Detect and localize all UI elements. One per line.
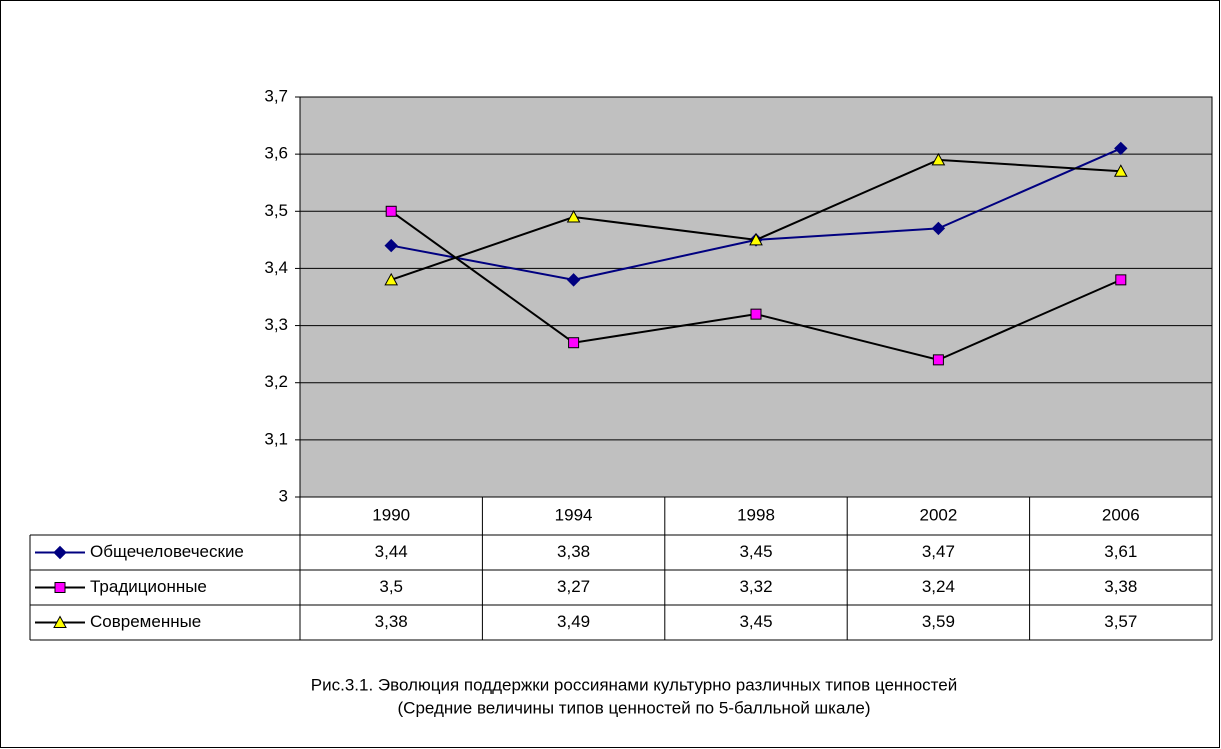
x-tick-label: 2006 xyxy=(1102,505,1140,524)
x-tick-label: 1990 xyxy=(372,505,410,524)
table-value: 3,45 xyxy=(739,612,772,631)
y-tick-label: 3,1 xyxy=(264,429,288,448)
marker xyxy=(385,205,397,217)
y-tick-label: 3,5 xyxy=(264,201,288,220)
table-value: 3,38 xyxy=(557,542,590,561)
y-tick-label: 3,2 xyxy=(264,372,288,391)
table-value: 3,38 xyxy=(375,612,408,631)
table-value: 3,44 xyxy=(375,542,408,561)
y-tick-label: 3,6 xyxy=(264,144,288,163)
caption: Рис.3.1. Эволюция поддержки россиянами к… xyxy=(311,675,957,694)
table-value: 3,49 xyxy=(557,612,590,631)
marker xyxy=(53,615,67,628)
table-value: 3,59 xyxy=(922,612,955,631)
table-value: 3,57 xyxy=(1104,612,1137,631)
table-value: 3,5 xyxy=(379,577,403,596)
marker xyxy=(1114,141,1128,156)
x-tick-label: 1994 xyxy=(555,505,593,524)
x-tick-label: 1998 xyxy=(737,505,775,524)
marker xyxy=(384,272,399,286)
legend-label: Современные xyxy=(90,612,201,631)
table-value: 3,27 xyxy=(557,577,590,596)
legend-label: Общечеловеческие xyxy=(90,542,244,561)
marker xyxy=(566,273,581,287)
table-value: 3,38 xyxy=(1104,577,1137,596)
y-tick-label: 3 xyxy=(279,486,288,505)
plot-area xyxy=(299,96,1213,498)
table-value: 3,32 xyxy=(739,577,772,596)
marker xyxy=(384,238,398,253)
table-value: 3,47 xyxy=(922,542,955,561)
marker xyxy=(1113,164,1128,177)
marker xyxy=(932,354,944,366)
marker xyxy=(931,152,946,166)
marker xyxy=(566,209,581,223)
table-value: 3,61 xyxy=(1104,542,1137,561)
table-value: 3,24 xyxy=(922,577,955,596)
marker xyxy=(568,337,580,349)
marker xyxy=(54,582,66,593)
marker xyxy=(1115,274,1127,286)
legend-label: Традиционные xyxy=(90,577,207,596)
marker xyxy=(750,308,762,320)
y-tick-label: 3,3 xyxy=(264,315,288,334)
table-value: 3,45 xyxy=(739,542,772,561)
y-tick-label: 3,7 xyxy=(264,86,288,105)
marker xyxy=(53,545,67,560)
caption: (Средние величины типов ценностей по 5-б… xyxy=(398,698,871,717)
marker xyxy=(749,232,763,246)
marker xyxy=(931,221,946,236)
x-tick-label: 2002 xyxy=(919,505,957,524)
y-tick-label: 3,4 xyxy=(264,258,288,277)
